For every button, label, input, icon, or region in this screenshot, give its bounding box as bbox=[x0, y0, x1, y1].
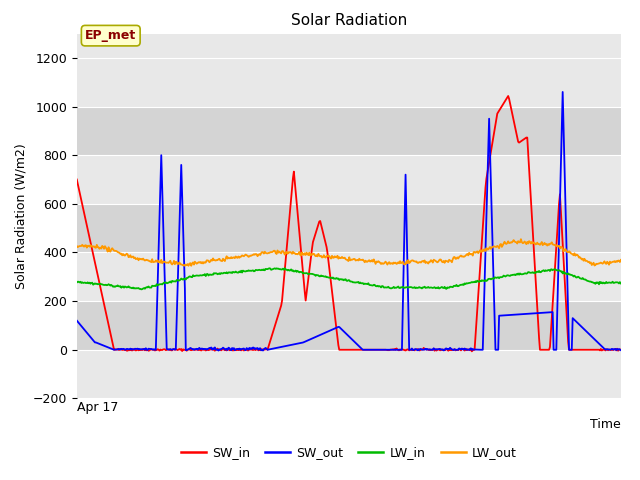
LW_out bbox=[320, 252, 328, 258]
SW_in bbox=[468, 348, 476, 354]
SW_out bbox=[617, 347, 625, 353]
SW_in bbox=[483, 170, 491, 176]
Line: LW_in: LW_in bbox=[77, 268, 621, 289]
LW_out bbox=[517, 236, 525, 242]
LW_in bbox=[73, 279, 81, 285]
Legend: SW_in, SW_out, LW_in, LW_out: SW_in, SW_out, LW_in, LW_out bbox=[176, 441, 522, 464]
LW_in bbox=[138, 287, 145, 292]
Bar bbox=[77, 301, 621, 350]
SW_out bbox=[437, 347, 445, 352]
LW_in bbox=[484, 276, 492, 282]
SW_out bbox=[559, 89, 566, 95]
SW_in bbox=[319, 229, 327, 235]
Line: LW_out: LW_out bbox=[77, 239, 621, 266]
SW_in bbox=[169, 347, 177, 352]
LW_out bbox=[169, 261, 177, 266]
Title: Solar Radiation: Solar Radiation bbox=[291, 13, 407, 28]
Line: SW_in: SW_in bbox=[77, 96, 621, 351]
SW_out bbox=[320, 330, 328, 336]
SW_in bbox=[73, 177, 81, 182]
Bar bbox=[77, 204, 621, 252]
Text: EP_met: EP_met bbox=[85, 29, 136, 42]
SW_out bbox=[213, 347, 221, 352]
LW_out bbox=[214, 257, 221, 263]
LW_in bbox=[396, 285, 403, 291]
LW_in bbox=[214, 271, 221, 277]
SW_in bbox=[394, 347, 401, 352]
LW_in bbox=[281, 265, 289, 271]
Text: Time: Time bbox=[590, 419, 621, 432]
Line: SW_out: SW_out bbox=[77, 92, 621, 350]
LW_out bbox=[394, 259, 402, 265]
SW_out bbox=[394, 347, 402, 353]
LW_out bbox=[73, 243, 81, 249]
SW_in bbox=[436, 348, 444, 353]
SW_out bbox=[483, 182, 491, 188]
LW_out bbox=[188, 263, 195, 269]
LW_out bbox=[483, 247, 491, 252]
LW_in bbox=[617, 280, 625, 286]
SW_out bbox=[73, 318, 81, 324]
Bar bbox=[77, 107, 621, 155]
Y-axis label: Solar Radiation (W/m2): Solar Radiation (W/m2) bbox=[14, 143, 27, 289]
SW_in bbox=[213, 347, 221, 353]
LW_in bbox=[321, 274, 328, 279]
LW_in bbox=[438, 284, 445, 290]
SW_out bbox=[169, 346, 177, 352]
LW_out bbox=[437, 257, 445, 263]
LW_out bbox=[617, 257, 625, 263]
SW_in bbox=[617, 347, 625, 352]
SW_in bbox=[504, 93, 512, 99]
LW_in bbox=[170, 278, 178, 284]
SW_out bbox=[214, 348, 222, 353]
